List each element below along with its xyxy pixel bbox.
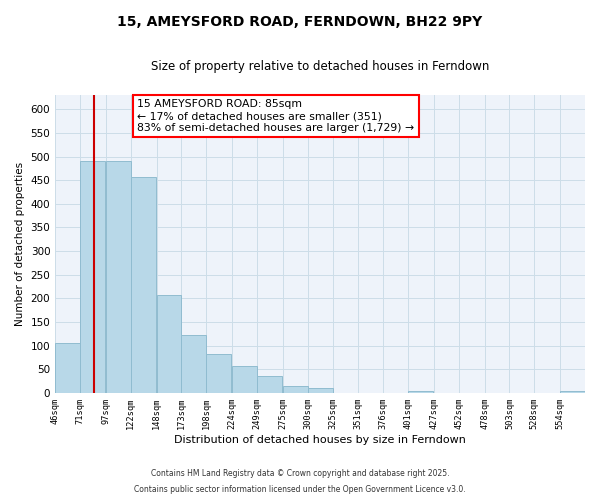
Bar: [232, 366, 257, 393]
Bar: [308, 388, 332, 393]
Bar: [181, 336, 206, 393]
Text: Contains public sector information licensed under the Open Government Licence v3: Contains public sector information licen…: [134, 485, 466, 494]
Bar: [408, 390, 433, 393]
Bar: [55, 344, 80, 393]
Bar: [131, 177, 155, 393]
Bar: [206, 354, 231, 393]
Y-axis label: Number of detached properties: Number of detached properties: [15, 162, 25, 326]
Text: 15, AMEYSFORD ROAD, FERNDOWN, BH22 9PY: 15, AMEYSFORD ROAD, FERNDOWN, BH22 9PY: [118, 15, 482, 29]
Bar: [283, 386, 308, 393]
Bar: [106, 161, 131, 393]
Text: Contains HM Land Registry data © Crown copyright and database right 2025.: Contains HM Land Registry data © Crown c…: [151, 468, 449, 477]
Text: 15 AMEYSFORD ROAD: 85sqm
← 17% of detached houses are smaller (351)
83% of semi-: 15 AMEYSFORD ROAD: 85sqm ← 17% of detach…: [137, 100, 415, 132]
Bar: [80, 161, 105, 393]
Bar: [257, 376, 282, 393]
Title: Size of property relative to detached houses in Ferndown: Size of property relative to detached ho…: [151, 60, 489, 73]
Bar: [560, 390, 585, 393]
X-axis label: Distribution of detached houses by size in Ferndown: Distribution of detached houses by size …: [174, 435, 466, 445]
Bar: [157, 295, 181, 393]
